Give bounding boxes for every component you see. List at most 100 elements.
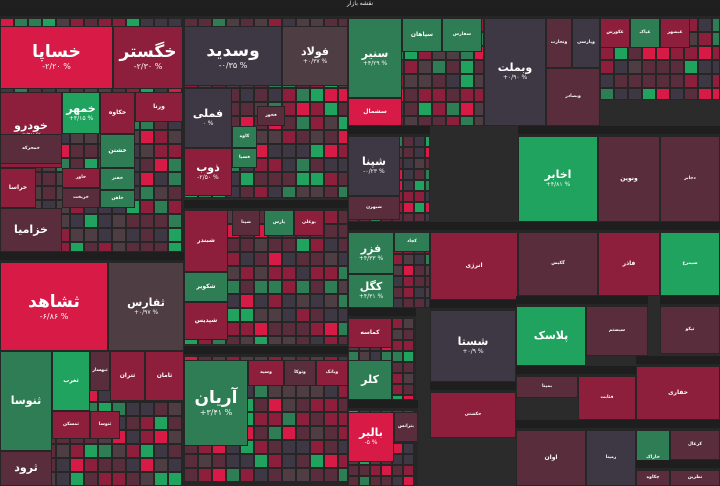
small-stock-tile[interactable] (310, 294, 324, 308)
stock-tile-چکاوه[interactable]: چکاوه (636, 470, 670, 486)
small-stock-tile[interactable] (712, 60, 720, 74)
small-stock-tile[interactable] (338, 88, 348, 102)
small-stock-tile[interactable] (296, 238, 310, 252)
stock-tile-وتجارت[interactable]: وتجارت (546, 18, 572, 68)
small-stock-tile[interactable] (70, 214, 84, 228)
small-stock-tile[interactable] (296, 468, 310, 482)
small-stock-tile[interactable] (432, 116, 446, 126)
small-stock-tile[interactable] (403, 443, 414, 454)
small-stock-tile[interactable] (324, 102, 338, 116)
stock-tile-دجابر[interactable]: دجابر (660, 136, 720, 222)
small-stock-tile[interactable] (296, 186, 310, 198)
small-stock-tile[interactable] (324, 336, 338, 345)
small-stock-tile[interactable] (282, 384, 296, 398)
small-stock-tile[interactable] (310, 186, 324, 198)
small-stock-tile[interactable] (628, 46, 642, 60)
small-stock-tile[interactable] (254, 440, 268, 454)
stock-tile-رمپنا[interactable]: رمپنا (586, 430, 636, 486)
small-stock-tile[interactable] (414, 265, 425, 276)
small-stock-tile[interactable] (112, 214, 126, 228)
small-stock-tile[interactable] (338, 322, 348, 336)
stock-tile-شپدیس[interactable]: شپدیس (184, 302, 228, 340)
small-stock-tile[interactable] (226, 322, 240, 336)
small-stock-tile[interactable] (460, 60, 474, 74)
small-stock-tile[interactable] (268, 252, 282, 266)
small-stock-tile[interactable] (254, 454, 268, 468)
small-stock-tile[interactable] (338, 210, 348, 224)
small-stock-tile[interactable] (112, 458, 126, 472)
small-stock-tile[interactable] (268, 186, 282, 198)
small-stock-tile[interactable] (446, 116, 460, 126)
stock-tile-حفاری[interactable]: حفاری (636, 366, 720, 420)
small-stock-tile[interactable] (404, 116, 418, 126)
small-stock-tile[interactable] (418, 116, 432, 126)
small-stock-tile[interactable] (338, 186, 348, 198)
small-stock-tile[interactable] (324, 308, 338, 322)
small-stock-tile[interactable] (414, 169, 425, 180)
small-stock-tile[interactable] (310, 384, 324, 398)
small-stock-tile[interactable] (324, 186, 338, 198)
stock-tile-خریخت[interactable]: خریخت (62, 188, 100, 208)
small-stock-tile[interactable] (168, 130, 182, 144)
small-stock-tile[interactable] (154, 458, 168, 472)
stock-tile-انرژی[interactable]: انرژی (430, 232, 518, 300)
stock-tile-بمپنا[interactable]: بمپنا (516, 376, 578, 398)
small-stock-tile[interactable] (474, 102, 484, 116)
small-stock-tile[interactable] (254, 252, 268, 266)
small-stock-tile[interactable] (310, 252, 324, 266)
small-stock-tile[interactable] (254, 294, 268, 308)
small-stock-tile[interactable] (296, 116, 310, 130)
small-stock-tile[interactable] (254, 308, 268, 322)
small-stock-tile[interactable] (168, 158, 182, 172)
small-stock-tile[interactable] (126, 402, 140, 416)
stock-tile-اخابر[interactable]: اخابر +۴/۸۱ % (518, 136, 598, 222)
small-stock-tile[interactable] (254, 412, 268, 426)
small-stock-tile[interactable] (84, 472, 98, 486)
stock-tile-شپنا[interactable]: شپنا -۰/۲۳ % (348, 136, 400, 196)
small-stock-tile[interactable] (126, 430, 140, 444)
small-stock-tile[interactable] (600, 88, 614, 100)
small-stock-tile[interactable] (338, 172, 348, 186)
small-stock-tile[interactable] (154, 200, 168, 214)
small-stock-tile[interactable] (310, 440, 324, 454)
small-stock-tile[interactable] (310, 454, 324, 468)
small-stock-tile[interactable] (656, 60, 670, 74)
small-stock-tile[interactable] (282, 336, 296, 345)
small-stock-tile[interactable] (140, 416, 154, 430)
small-stock-tile[interactable] (642, 74, 656, 88)
small-stock-tile[interactable] (310, 158, 324, 172)
stock-tile-پلاسک[interactable]: پلاسک (516, 306, 586, 366)
small-stock-tile[interactable] (140, 214, 154, 228)
stock-tile-وبصادر[interactable]: وبصادر (546, 68, 600, 126)
small-stock-tile[interactable] (338, 266, 348, 280)
stock-tile-غپاک[interactable]: غپاک (630, 18, 660, 48)
small-stock-tile[interactable] (392, 362, 403, 373)
small-stock-tile[interactable] (324, 88, 338, 102)
small-stock-tile[interactable] (42, 186, 56, 200)
small-stock-tile[interactable] (338, 336, 348, 345)
small-stock-tile[interactable] (254, 172, 268, 186)
small-stock-tile[interactable] (70, 458, 84, 472)
small-stock-tile[interactable] (310, 468, 324, 482)
stock-tile-کچاد[interactable]: کچاد (394, 232, 430, 252)
small-stock-tile[interactable] (403, 351, 414, 362)
small-stock-tile[interactable] (296, 144, 310, 158)
small-stock-tile[interactable] (338, 158, 348, 172)
stock-tile-بالبر[interactable]: بالبر -۵ % (348, 412, 394, 462)
small-stock-tile[interactable] (268, 336, 282, 345)
small-stock-tile[interactable] (126, 214, 140, 228)
small-stock-tile[interactable] (282, 294, 296, 308)
small-stock-tile[interactable] (240, 238, 254, 252)
small-stock-tile[interactable] (403, 318, 414, 329)
small-stock-tile[interactable] (418, 88, 432, 102)
small-stock-tile[interactable] (403, 265, 414, 276)
small-stock-tile[interactable] (403, 276, 414, 287)
small-stock-tile[interactable] (154, 444, 168, 458)
stock-tile-کلر[interactable]: کلر (348, 360, 392, 400)
small-stock-tile[interactable] (392, 465, 403, 476)
small-stock-tile[interactable] (140, 158, 154, 172)
small-stock-tile[interactable] (425, 147, 430, 158)
stock-tile-خزامیا[interactable]: خزامیا (0, 208, 62, 252)
small-stock-tile[interactable] (324, 238, 338, 252)
stock-tile-نطرین[interactable]: نطرین (670, 470, 720, 486)
